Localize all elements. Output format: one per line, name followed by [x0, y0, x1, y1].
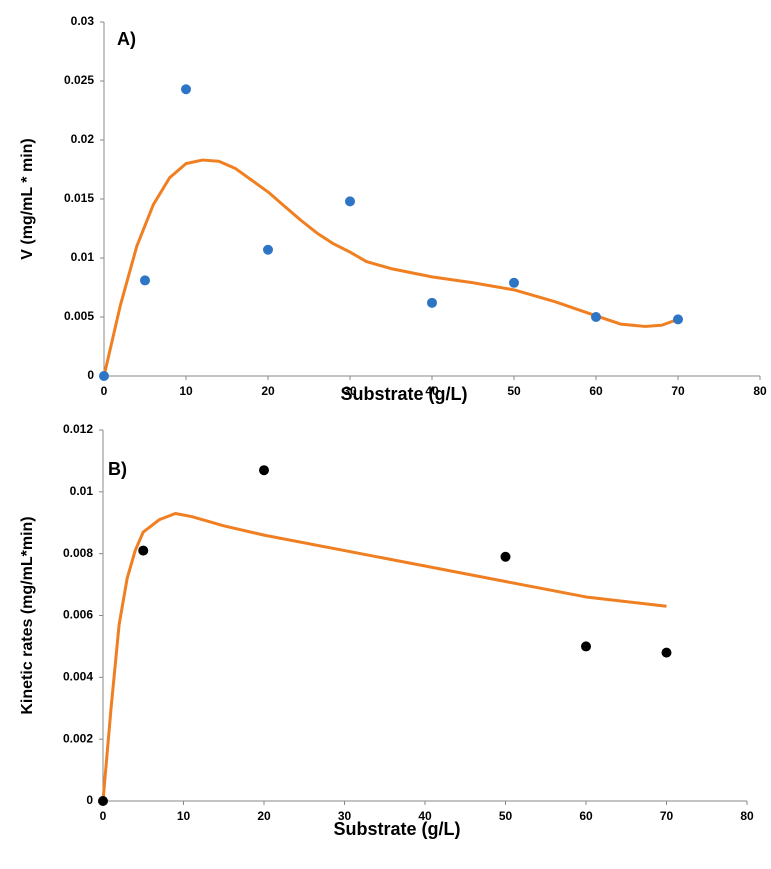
y-axis-title: V (mg/mL * min): [19, 138, 36, 260]
x-tick-label: 50: [507, 384, 521, 398]
y-tick-label: 0.015: [64, 191, 94, 205]
data-point: [661, 647, 672, 658]
x-tick-label: 0: [101, 384, 108, 398]
y-tick-label: 0.005: [64, 309, 94, 323]
x-tick-label: 70: [671, 384, 685, 398]
y-tick-label: 0.002: [63, 731, 93, 745]
x-tick-label: 50: [499, 809, 513, 823]
y-tick-label: 0: [87, 368, 94, 382]
x-tick-label: 10: [177, 809, 191, 823]
y-tick-label: 0.008: [63, 546, 93, 560]
x-tick-label: 80: [740, 809, 754, 823]
data-point: [263, 244, 273, 255]
data-point: [345, 196, 355, 207]
y-tick-label: 0: [86, 793, 93, 807]
y-tick-label: 0.03: [71, 14, 95, 28]
x-tick-label: 80: [753, 384, 767, 398]
x-tick-label: 0: [100, 809, 107, 823]
data-point: [591, 312, 601, 322]
data-point: [500, 551, 511, 562]
data-point: [427, 297, 437, 308]
x-tick-label: 40: [425, 384, 439, 398]
fit-line: [102, 158, 679, 377]
y-tick-label: 0.012: [63, 422, 93, 436]
data-point: [581, 641, 591, 652]
x-tick-label: 70: [660, 809, 674, 823]
x-tick-label: 30: [343, 384, 357, 398]
y-tick-label: 0.02: [71, 132, 95, 146]
y-tick-label: 0.025: [64, 73, 94, 87]
y-tick-label: 0.004: [63, 670, 93, 684]
data-point: [259, 465, 269, 476]
data-point: [98, 796, 108, 806]
data-point: [673, 314, 683, 325]
x-tick-label: 40: [418, 809, 432, 823]
y-axis-title: Kinetic rates (mg/mL*min): [19, 516, 36, 714]
panel-label: B): [108, 459, 127, 479]
x-axis-title: Substrate (g/L): [340, 384, 467, 404]
x-tick-label: 60: [589, 384, 603, 398]
data-point: [138, 545, 149, 556]
y-tick-label: 0.01: [70, 484, 94, 498]
y-tick-label: 0.006: [63, 608, 93, 622]
data-point: [99, 371, 109, 381]
y-tick-label: 0.01: [71, 250, 95, 264]
x-tick-label: 20: [261, 384, 275, 398]
x-tick-label: 20: [257, 809, 271, 823]
data-point: [509, 277, 519, 288]
x-tick-label: 60: [579, 809, 593, 823]
x-axis-title: Substrate (g/L): [333, 819, 460, 839]
data-point: [181, 84, 191, 95]
panel-label: A): [117, 29, 136, 49]
x-tick-label: 10: [179, 384, 193, 398]
fit-line: [101, 511, 667, 802]
data-point: [140, 275, 150, 286]
x-tick-label: 30: [338, 809, 352, 823]
